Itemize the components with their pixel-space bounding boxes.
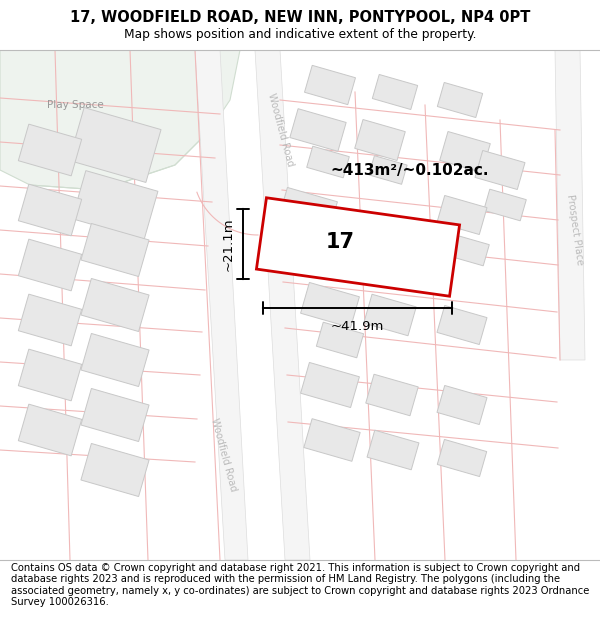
Polygon shape xyxy=(19,239,82,291)
Polygon shape xyxy=(440,131,490,173)
Polygon shape xyxy=(256,198,460,296)
Polygon shape xyxy=(437,306,487,344)
Polygon shape xyxy=(369,156,407,184)
Text: Play Space: Play Space xyxy=(47,100,103,110)
Polygon shape xyxy=(301,282,359,328)
Polygon shape xyxy=(290,109,346,151)
Polygon shape xyxy=(304,419,360,461)
Text: 17: 17 xyxy=(325,232,355,252)
Polygon shape xyxy=(19,294,82,346)
Text: 17, WOODFIELD ROAD, NEW INN, PONTYPOOL, NP4 0PT: 17, WOODFIELD ROAD, NEW INN, PONTYPOOL, … xyxy=(70,10,530,25)
Polygon shape xyxy=(0,50,240,190)
Text: Prospect Place: Prospect Place xyxy=(565,194,585,266)
Text: Contains OS data © Crown copyright and database right 2021. This information is : Contains OS data © Crown copyright and d… xyxy=(11,562,589,608)
Polygon shape xyxy=(307,146,349,177)
Polygon shape xyxy=(278,188,337,232)
Text: ~413m²/~0.102ac.: ~413m²/~0.102ac. xyxy=(330,162,488,177)
Polygon shape xyxy=(484,189,526,221)
Polygon shape xyxy=(437,196,487,234)
Polygon shape xyxy=(437,386,487,424)
Polygon shape xyxy=(81,444,149,496)
Polygon shape xyxy=(447,234,489,266)
Text: Woodfield Road: Woodfield Road xyxy=(266,92,296,168)
Polygon shape xyxy=(69,107,161,182)
Polygon shape xyxy=(437,439,487,476)
Text: ~21.1m: ~21.1m xyxy=(222,217,235,271)
Polygon shape xyxy=(19,124,82,176)
Polygon shape xyxy=(555,50,585,360)
Polygon shape xyxy=(367,430,419,470)
Polygon shape xyxy=(195,50,248,560)
Polygon shape xyxy=(366,374,418,416)
Polygon shape xyxy=(19,404,82,456)
Polygon shape xyxy=(305,66,355,104)
Polygon shape xyxy=(373,74,418,109)
Polygon shape xyxy=(81,279,149,331)
Polygon shape xyxy=(285,229,331,261)
Polygon shape xyxy=(316,322,364,357)
Polygon shape xyxy=(364,294,416,336)
Text: Woodfield Road: Woodfield Road xyxy=(209,418,239,492)
Polygon shape xyxy=(81,389,149,441)
Polygon shape xyxy=(72,171,158,239)
Polygon shape xyxy=(475,151,525,189)
Polygon shape xyxy=(19,184,82,236)
Polygon shape xyxy=(81,334,149,386)
Polygon shape xyxy=(355,119,405,161)
Polygon shape xyxy=(255,50,310,560)
Polygon shape xyxy=(19,349,82,401)
Text: ~41.9m: ~41.9m xyxy=(331,320,384,333)
Polygon shape xyxy=(81,224,149,276)
Text: Map shows position and indicative extent of the property.: Map shows position and indicative extent… xyxy=(124,28,476,41)
Polygon shape xyxy=(437,82,482,118)
Polygon shape xyxy=(301,362,359,408)
